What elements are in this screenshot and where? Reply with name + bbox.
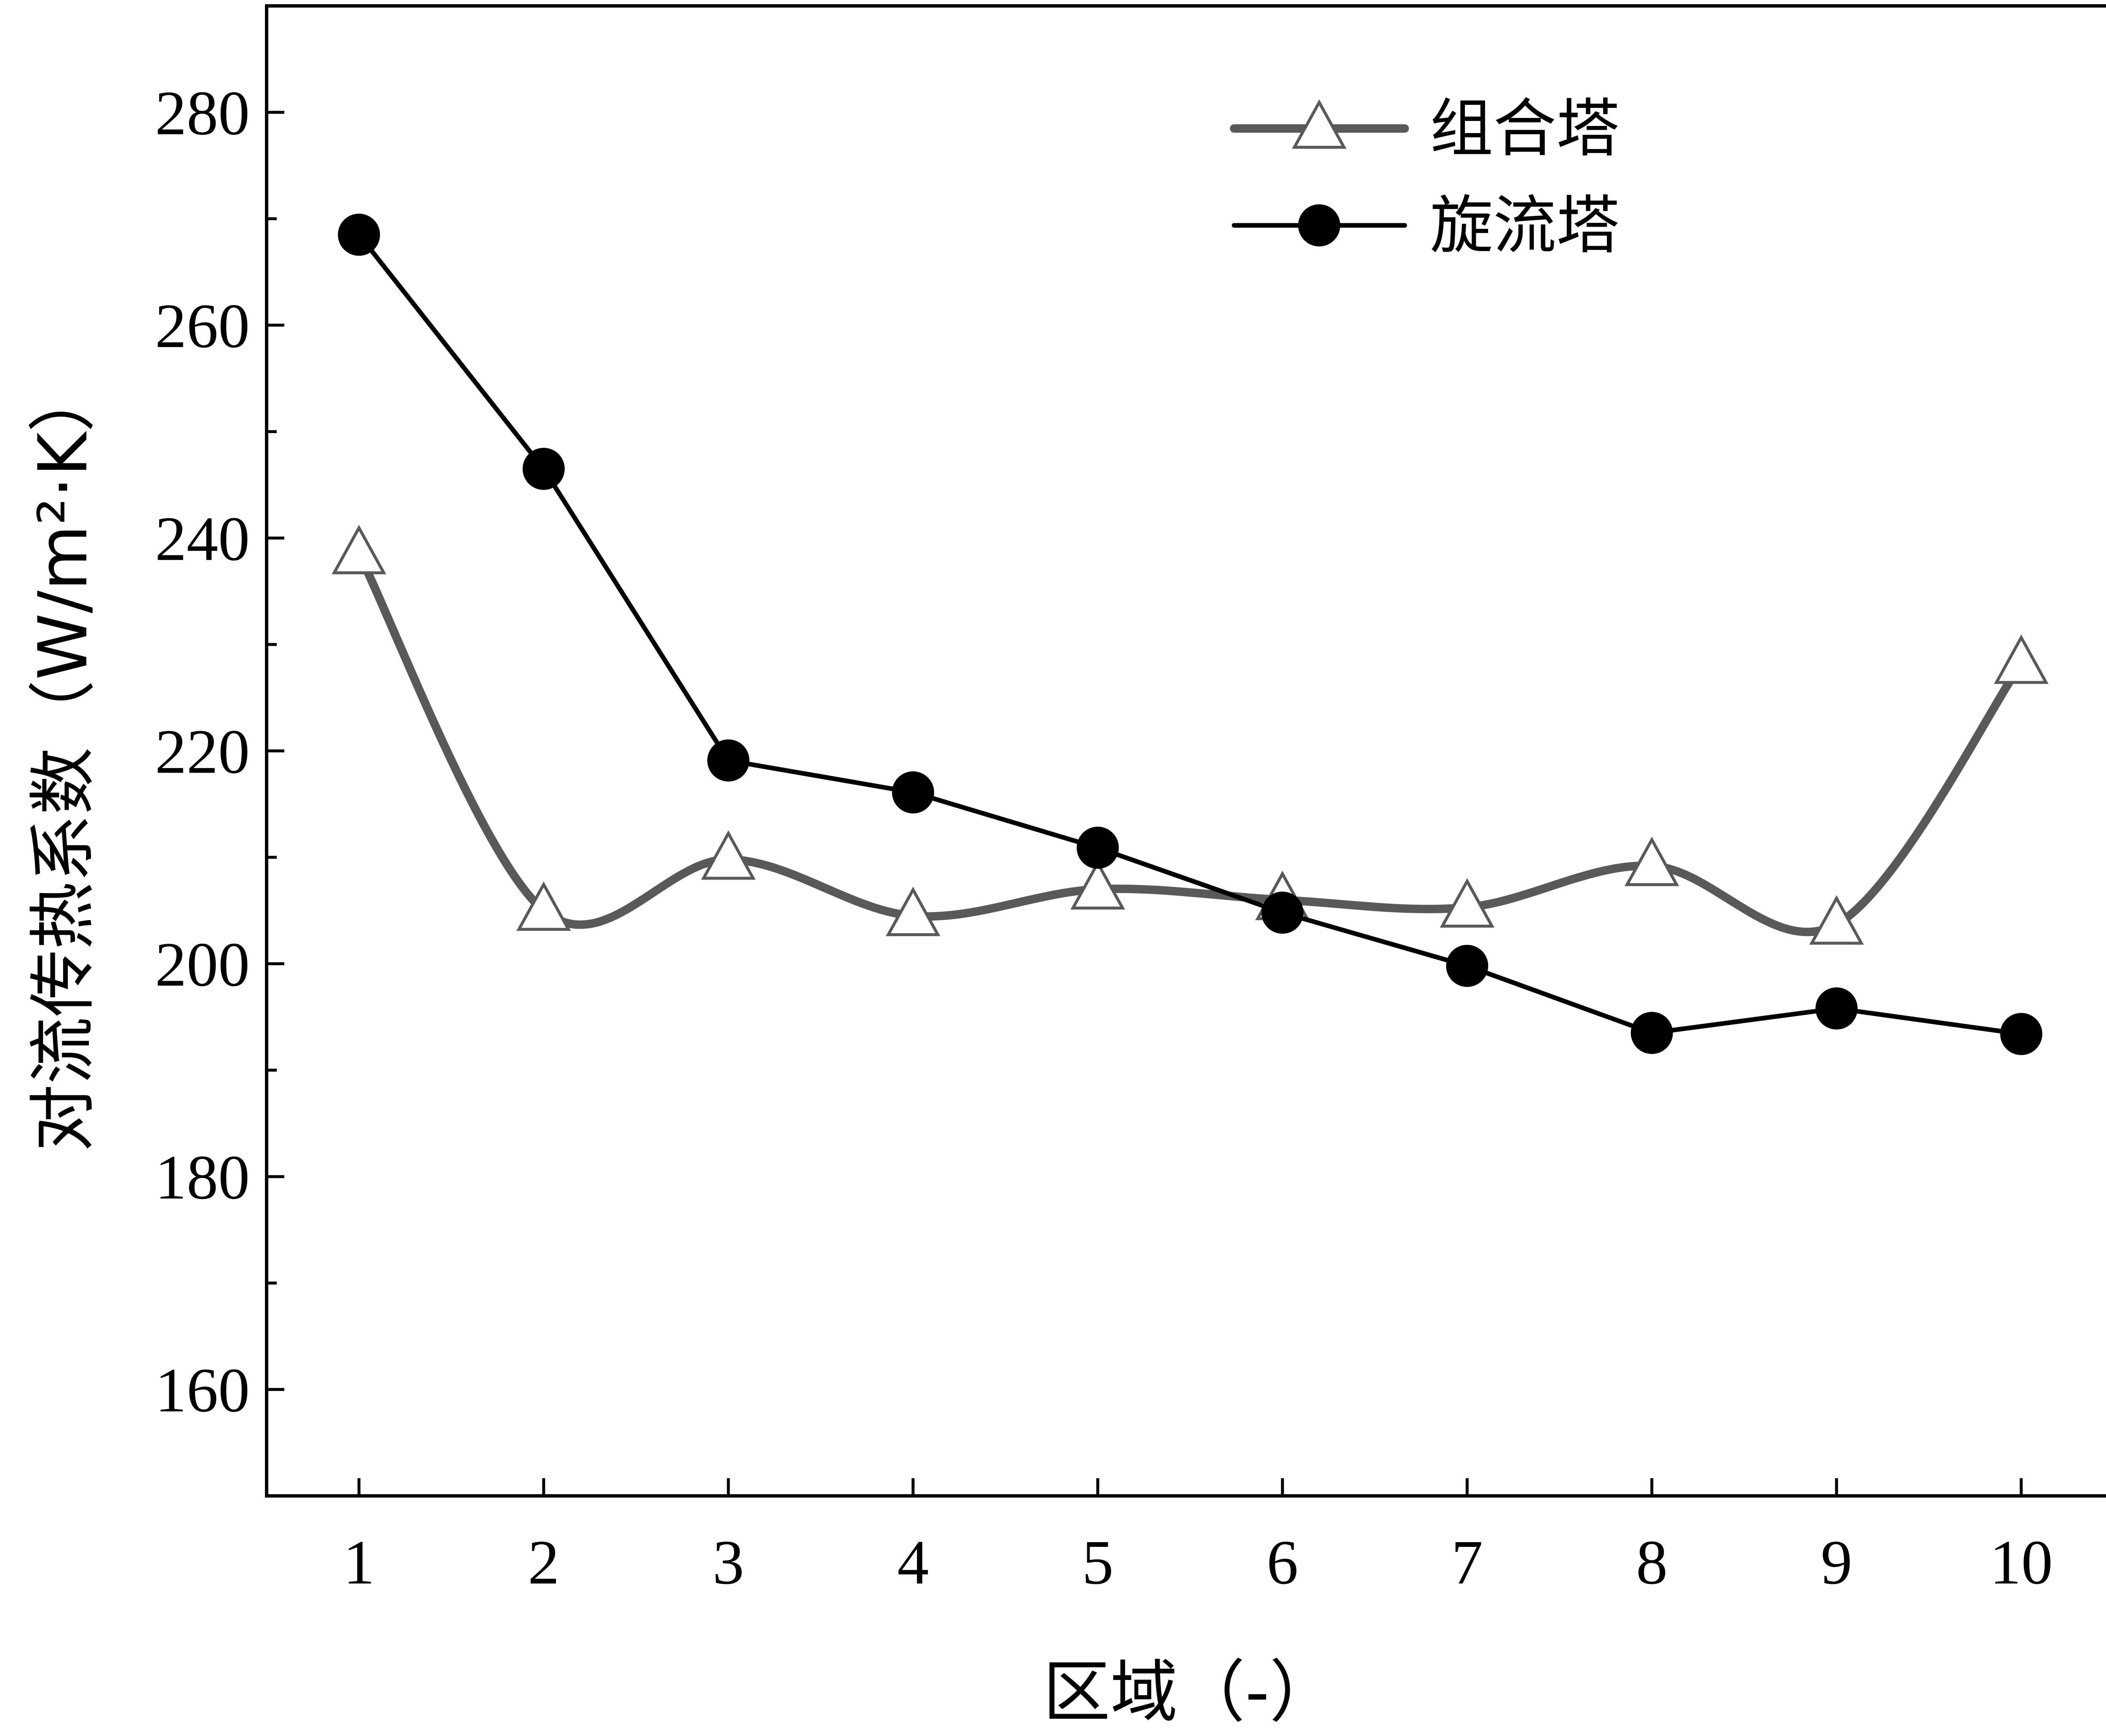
x-tick-label: 9 — [1821, 1527, 1852, 1597]
series-1-point — [1809, 895, 1864, 945]
series-2-point — [338, 214, 380, 256]
series-2-point — [892, 771, 934, 814]
series-2-point — [1815, 987, 1858, 1030]
series-2-point — [2000, 1013, 2042, 1055]
x-tick-label: 1 — [343, 1527, 375, 1597]
series-1-point — [885, 886, 941, 936]
x-tick-label: 3 — [713, 1527, 744, 1597]
y-tick-label: 240 — [155, 504, 250, 574]
series-2-point — [1446, 944, 1489, 987]
x-tick-label: 2 — [528, 1527, 559, 1597]
x-tick-label: 6 — [1267, 1527, 1298, 1597]
y-tick-label: 160 — [155, 1355, 250, 1425]
series-2-point — [707, 739, 750, 782]
x-tick-label: 5 — [1082, 1527, 1114, 1597]
series-1-point — [701, 830, 756, 880]
series-2-point — [1077, 827, 1119, 869]
legend-label-series-1: 组合塔 — [1430, 92, 1620, 166]
legend-marker-series-2 — [1298, 204, 1340, 246]
y-tick-label: 280 — [155, 78, 250, 148]
series-2-point — [1261, 891, 1304, 934]
x-tick-label: 4 — [897, 1527, 929, 1597]
y-tick-label: 180 — [155, 1142, 250, 1212]
y-tick-label: 260 — [155, 291, 250, 361]
x-axis-title: 区域（-） — [1043, 1653, 1337, 1731]
series-line-1 — [355, 550, 2026, 936]
axis-layer: 1 2 3 4 5 6 7 8 9 10 160 180 200 220 240 260 280 — [155, 78, 2053, 1597]
series-1-point — [1070, 860, 1125, 910]
series-1-point — [1440, 878, 1495, 928]
x-tick-label: 10 — [1990, 1527, 2053, 1597]
series-1-point — [516, 881, 571, 931]
series-layer — [331, 214, 2049, 1055]
legend: 组合塔 旋流塔 — [1230, 92, 1620, 262]
y-tick-label: 220 — [155, 717, 250, 787]
y-tick-label: 200 — [155, 930, 250, 1000]
y-axis-title: 对流传热系数（W/m²·K） — [24, 365, 102, 1152]
series-1-point — [1624, 837, 1679, 886]
x-tick-label: 8 — [1636, 1527, 1668, 1597]
x-tick-label: 7 — [1451, 1527, 1483, 1597]
legend-label-series-2: 旋流塔 — [1430, 189, 1620, 262]
series-2-point — [522, 447, 565, 490]
series-1-point — [1994, 634, 2049, 684]
series-line-2 — [356, 232, 2024, 1037]
legend-marker-series-1 — [1292, 99, 1347, 149]
series-2-point — [1630, 1012, 1673, 1054]
series-1-point — [331, 524, 387, 575]
